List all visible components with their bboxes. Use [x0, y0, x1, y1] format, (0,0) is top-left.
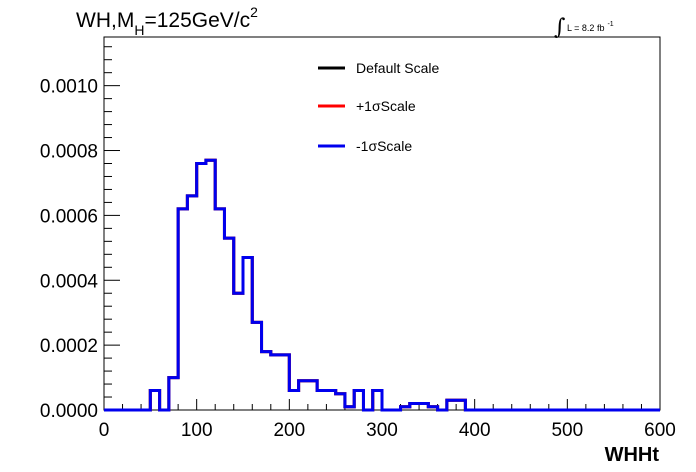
y-tick-label: 0.0010 [40, 77, 98, 98]
y-tick-label: 0.0000 [40, 401, 98, 422]
chart-title: WH,MH=125GeV/c2 [76, 4, 258, 38]
y-tick-label: 0.0006 [40, 206, 98, 227]
x-tick-label: 0 [99, 420, 110, 441]
lumi-text: L = 8.2 fb [567, 23, 604, 33]
x-tick-label: 200 [273, 420, 305, 441]
plot-frame [103, 36, 661, 411]
legend-label: Default Scale [356, 60, 439, 76]
y-axis-ticks [104, 46, 120, 411]
x-tick-label: 600 [644, 420, 676, 441]
title-rest: =125GeV/c [144, 9, 250, 32]
y-tick-label: 0.0008 [40, 142, 98, 163]
y-tick-label: 0.0004 [40, 271, 99, 292]
histogram-series [104, 158, 660, 412]
x-tick-label: 400 [459, 420, 491, 441]
series-line-3 [104, 158, 660, 412]
x-tick-label: 300 [366, 420, 398, 441]
x-tick-label: 500 [551, 420, 583, 441]
integral-symbol: ∫ [554, 15, 566, 40]
title-superscript: 2 [250, 4, 258, 20]
x-axis-label: WHHt [605, 444, 660, 466]
legend: Default Scale +1σScale -1σScale [318, 60, 439, 154]
x-tick-label: 100 [181, 420, 213, 441]
y-tick-label: 0.0002 [40, 336, 98, 357]
x-axis-tick-labels: 0 100 200 300 400 500 600 [99, 420, 676, 441]
lumi-label: L = 8.2 fb -1 [567, 21, 614, 33]
legend-label: -1σScale [356, 138, 412, 154]
legend-label: +1σScale [356, 98, 416, 114]
title-subscript: H [134, 22, 144, 38]
title-main: WH,M [76, 9, 134, 32]
lumi-superscript: -1 [607, 21, 613, 28]
y-axis-tick-labels: 0.0000 0.0002 0.0004 0.0006 0.0008 0.0010 [40, 77, 99, 422]
